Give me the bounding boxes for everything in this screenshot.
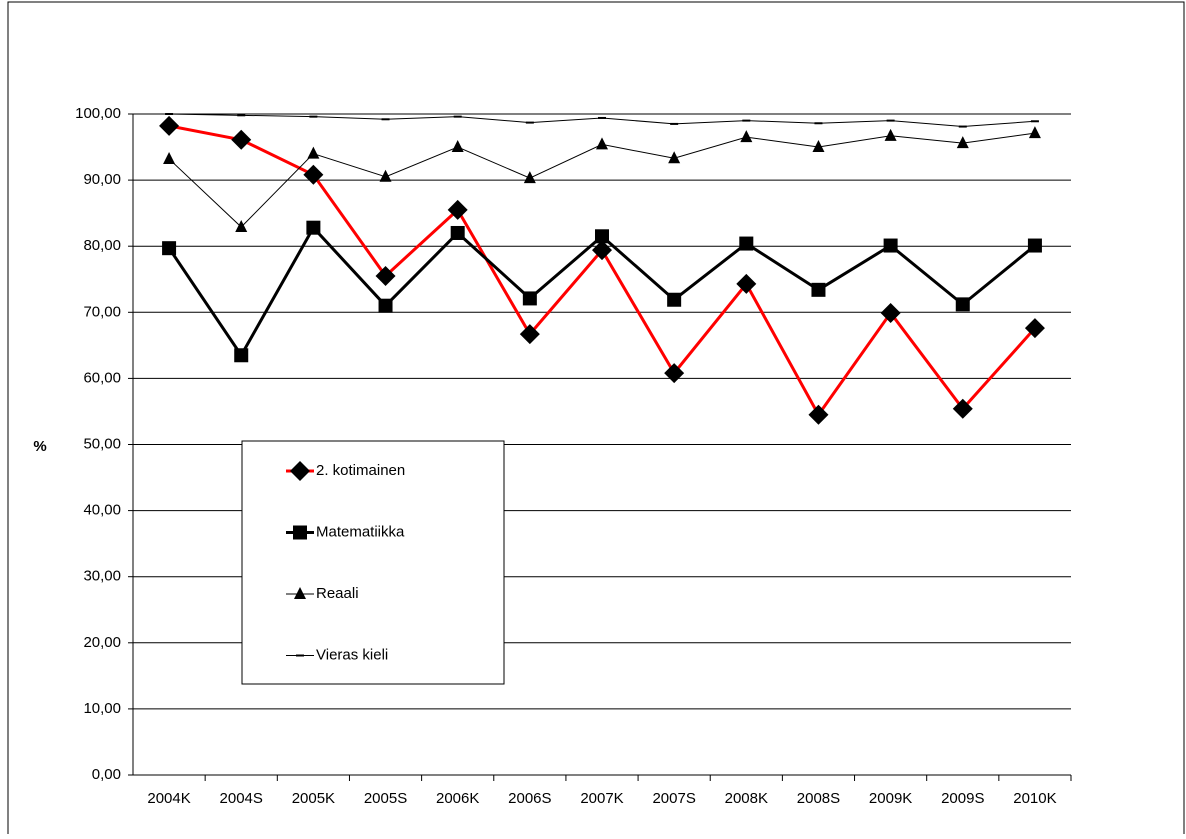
- x-tick-label: 2008S: [797, 790, 840, 807]
- marker: [880, 302, 901, 323]
- marker: [952, 398, 973, 419]
- legend-label: 2. kotimainen: [316, 462, 405, 479]
- marker: [1030, 120, 1039, 123]
- y-tick-label: 100,00: [75, 105, 121, 122]
- x-tick-label: 2007S: [652, 790, 695, 807]
- x-tick-label: 2008K: [725, 790, 768, 807]
- marker: [592, 240, 612, 261]
- marker: [303, 164, 324, 185]
- marker: [1028, 126, 1041, 139]
- marker: [447, 199, 468, 220]
- y-tick-label: 70,00: [83, 303, 121, 320]
- x-tick-label: 2004S: [220, 790, 263, 807]
- marker: [884, 128, 897, 141]
- y-tick-label: 10,00: [83, 700, 121, 717]
- x-tick-label: 2004K: [147, 790, 190, 807]
- marker: [523, 171, 536, 184]
- marker: [293, 525, 307, 540]
- marker: [307, 146, 320, 159]
- y-tick-label: 40,00: [83, 502, 121, 519]
- y-tick-label: 60,00: [83, 369, 121, 386]
- marker: [381, 118, 390, 121]
- y-tick-label: 50,00: [83, 435, 121, 452]
- legend-label: Matematiikka: [316, 523, 405, 540]
- marker: [883, 238, 898, 253]
- marker: [670, 122, 679, 125]
- y-tick-label: 90,00: [83, 171, 121, 188]
- marker: [296, 654, 304, 657]
- y-tick-label: 80,00: [83, 237, 121, 254]
- marker: [159, 115, 180, 136]
- marker: [742, 119, 751, 122]
- marker: [812, 140, 825, 153]
- marker: [235, 220, 248, 233]
- marker: [453, 115, 462, 118]
- marker: [290, 461, 310, 481]
- y-axis-label: %: [33, 438, 46, 455]
- x-tick-label: 2010K: [1013, 790, 1056, 807]
- marker: [1024, 318, 1045, 339]
- marker: [378, 298, 393, 313]
- marker: [450, 225, 465, 240]
- marker: [231, 129, 252, 150]
- marker: [1027, 238, 1042, 253]
- marker: [309, 115, 318, 118]
- x-tick-label: 2005K: [292, 790, 335, 807]
- x-tick-label: 2007K: [580, 790, 623, 807]
- legend-label: Reaali: [316, 585, 359, 602]
- marker: [811, 282, 826, 297]
- x-tick-label: 2009S: [941, 790, 984, 807]
- marker: [955, 297, 970, 312]
- marker: [294, 587, 306, 599]
- marker: [379, 169, 392, 182]
- marker: [519, 324, 540, 345]
- marker: [162, 241, 177, 256]
- marker: [739, 236, 754, 251]
- marker: [808, 404, 829, 425]
- marker: [736, 273, 757, 294]
- y-tick-label: 20,00: [83, 634, 121, 651]
- marker: [886, 119, 895, 122]
- marker: [595, 229, 609, 244]
- marker: [598, 116, 606, 119]
- marker: [375, 265, 396, 286]
- marker: [522, 291, 537, 306]
- chart-frame: [7, 1, 1185, 839]
- x-tick-label: 2006S: [508, 790, 551, 807]
- marker: [814, 122, 823, 125]
- y-tick-label: 0,00: [92, 766, 121, 783]
- marker: [237, 114, 246, 117]
- marker: [234, 348, 249, 363]
- x-tick-label: 2005S: [364, 790, 407, 807]
- marker: [664, 363, 685, 384]
- marker: [165, 113, 174, 115]
- marker: [740, 130, 753, 143]
- marker: [667, 292, 682, 307]
- x-tick-label: 2009K: [869, 790, 912, 807]
- marker: [956, 136, 969, 149]
- marker: [451, 140, 464, 153]
- marker: [163, 151, 176, 164]
- marker: [958, 125, 967, 128]
- marker: [306, 220, 321, 235]
- y-tick-label: 30,00: [83, 568, 121, 585]
- marker: [525, 121, 534, 124]
- marker: [596, 137, 608, 150]
- x-tick-label: 2006K: [436, 790, 479, 807]
- marker: [668, 151, 681, 164]
- legend-box: [241, 440, 505, 685]
- legend-label: Vieras kieli: [316, 646, 388, 663]
